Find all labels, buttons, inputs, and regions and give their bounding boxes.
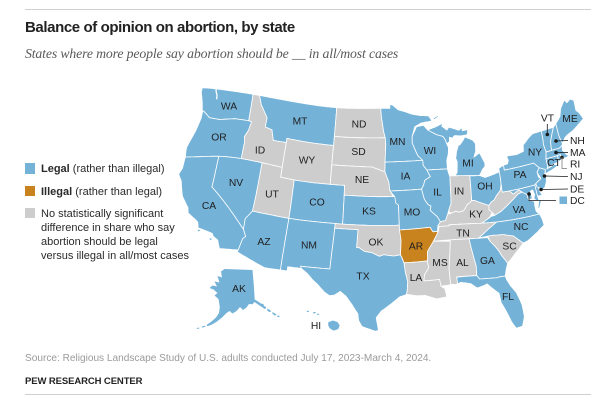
svg-text:CO: CO: [309, 198, 324, 209]
svg-text:VA: VA: [513, 205, 526, 216]
svg-text:HI: HI: [311, 321, 321, 332]
svg-text:AZ: AZ: [257, 237, 270, 248]
svg-text:CA: CA: [202, 201, 216, 212]
svg-text:NV: NV: [229, 178, 243, 189]
svg-text:MT: MT: [293, 117, 309, 128]
svg-text:NE: NE: [355, 175, 369, 186]
svg-text:MS: MS: [432, 258, 448, 269]
svg-text:VT: VT: [541, 114, 555, 125]
svg-text:MO: MO: [404, 208, 421, 219]
svg-text:AR: AR: [409, 242, 423, 253]
svg-text:SD: SD: [351, 147, 365, 158]
svg-text:NC: NC: [514, 222, 529, 233]
svg-text:KS: KS: [362, 207, 376, 218]
svg-text:NY: NY: [528, 148, 542, 159]
svg-text:RI: RI: [570, 160, 580, 171]
svg-text:ME: ME: [562, 114, 578, 125]
svg-text:AK: AK: [232, 284, 246, 295]
svg-text:LA: LA: [410, 273, 423, 284]
svg-text:KY: KY: [469, 210, 483, 221]
svg-text:ND: ND: [352, 120, 367, 131]
svg-text:UT: UT: [265, 190, 279, 201]
svg-text:IA: IA: [401, 172, 411, 183]
svg-text:SC: SC: [502, 242, 517, 253]
svg-text:MA: MA: [570, 148, 586, 159]
svg-text:NH: NH: [570, 136, 585, 147]
svg-text:TX: TX: [356, 272, 369, 283]
svg-text:GA: GA: [480, 256, 495, 267]
svg-text:CT: CT: [547, 158, 561, 169]
svg-text:IL: IL: [433, 188, 442, 199]
svg-text:FL: FL: [502, 292, 514, 303]
svg-text:MI: MI: [462, 159, 473, 170]
svg-text:NM: NM: [301, 241, 317, 252]
svg-text:MN: MN: [389, 137, 405, 148]
svg-text:DE: DE: [570, 185, 584, 196]
svg-text:OH: OH: [477, 182, 492, 193]
svg-text:ID: ID: [255, 146, 265, 157]
svg-text:OK: OK: [369, 238, 384, 249]
svg-text:AL: AL: [456, 258, 469, 269]
svg-text:NJ: NJ: [570, 172, 583, 183]
svg-text:PA: PA: [514, 170, 527, 181]
svg-text:WA: WA: [221, 102, 237, 113]
svg-text:TN: TN: [456, 229, 470, 240]
svg-text:WI: WI: [424, 146, 437, 157]
svg-text:DC: DC: [570, 196, 585, 207]
svg-text:OR: OR: [211, 133, 226, 144]
svg-text:WY: WY: [299, 156, 316, 167]
svg-text:IN: IN: [454, 187, 464, 198]
